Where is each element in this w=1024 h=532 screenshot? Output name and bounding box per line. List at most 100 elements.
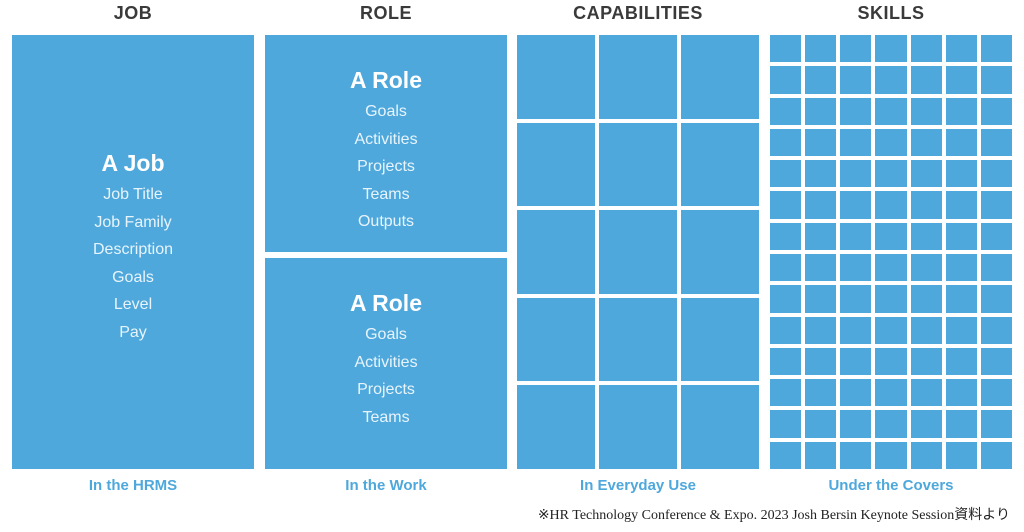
skill-cell (805, 379, 837, 407)
skill-cell (805, 222, 837, 250)
skill-cell (840, 128, 872, 157)
role-footer-label: In the Work (345, 477, 427, 494)
source-caption: ※HR Technology Conference & Expo. 2023 J… (537, 508, 1010, 523)
role-text: A Role Goals Activities Projects Teams O… (265, 66, 507, 236)
capability-cell (681, 122, 759, 207)
capability-cell (599, 210, 677, 294)
skill-cell (980, 410, 1012, 438)
capability-cell (517, 122, 595, 207)
role-panel-2: A Role Goals Activities Projects Teams (265, 258, 507, 469)
skill-cell (770, 222, 802, 250)
skill-cell (980, 35, 1012, 63)
capability-cell (517, 210, 595, 294)
skill-cell (945, 254, 977, 282)
skill-cell (910, 191, 942, 219)
skill-cell (840, 441, 872, 469)
skill-cell (875, 254, 907, 282)
skill-cell (945, 128, 977, 157)
skill-cell (840, 316, 872, 344)
capability-cell (681, 297, 759, 382)
role-text: A Role Goals Activities Projects Teams (265, 289, 507, 431)
skill-cell (805, 66, 837, 94)
role-item: Projects (357, 381, 415, 398)
capability-cell (599, 122, 677, 207)
skill-cell (910, 379, 942, 407)
job-item: Job Family (94, 213, 172, 231)
skill-cell (805, 410, 837, 438)
skill-cell (875, 35, 907, 63)
capability-cell (681, 35, 759, 119)
skill-cell (910, 441, 942, 469)
skill-cell (805, 97, 837, 125)
skill-cell (840, 160, 872, 188)
skill-cell (840, 222, 872, 250)
skill-cell (980, 97, 1012, 125)
skill-cell (840, 285, 872, 313)
skill-cell (770, 316, 802, 344)
skill-cell (945, 66, 977, 94)
header-job: JOB (113, 3, 153, 23)
job-item: Level (113, 296, 153, 313)
role-item: Activities (354, 353, 418, 371)
skill-cell (875, 191, 907, 219)
skill-cell (805, 35, 837, 63)
skill-cell (840, 35, 872, 63)
skill-cell (770, 35, 802, 63)
skill-cell (805, 160, 837, 188)
skill-cell (945, 441, 977, 469)
skill-cell (945, 222, 977, 250)
skill-cell (945, 379, 977, 407)
skill-cell (770, 347, 802, 376)
job-item: Pay (119, 323, 147, 341)
skill-cell (770, 441, 802, 469)
capability-cell (599, 385, 677, 469)
skill-cell (840, 191, 872, 219)
capability-cell (599, 35, 677, 119)
skill-cell (910, 97, 942, 125)
capability-cell (517, 385, 595, 469)
job-item: Description (92, 241, 174, 258)
skill-cell (875, 410, 907, 438)
skill-cell (980, 285, 1012, 313)
skill-cell (945, 160, 977, 188)
skill-cell (945, 35, 977, 63)
skill-cell (805, 316, 837, 344)
role-item: Activities (354, 130, 418, 148)
capability-cell (517, 35, 595, 119)
skill-cell (875, 128, 907, 157)
skill-cell (980, 66, 1012, 94)
skill-cell (770, 128, 802, 157)
skill-cell (980, 347, 1012, 376)
skill-cell (875, 160, 907, 188)
skill-cell (875, 316, 907, 344)
skill-cell (840, 379, 872, 407)
job-title: A Job (101, 150, 165, 176)
skill-cell (805, 441, 837, 469)
role-item: Goals (365, 103, 407, 120)
role-item: Teams (362, 185, 410, 203)
role-title: A Role (350, 290, 422, 316)
skill-cell (980, 191, 1012, 219)
skill-cell (980, 379, 1012, 407)
capability-cell (517, 297, 595, 382)
role-item: Projects (357, 158, 415, 175)
skill-cell (980, 254, 1012, 282)
skill-cell (980, 441, 1012, 469)
skill-cell (805, 347, 837, 376)
skill-cell (945, 316, 977, 344)
skill-cell (875, 379, 907, 407)
skill-cell (945, 191, 977, 219)
skill-cell (840, 66, 872, 94)
skill-cell (840, 410, 872, 438)
capabilities-footer-label: In Everyday Use (580, 477, 696, 494)
role-item: Outputs (357, 213, 415, 230)
job-item: Goals (112, 268, 154, 286)
skill-cell (805, 254, 837, 282)
skill-cell (910, 316, 942, 344)
skill-cell (980, 128, 1012, 157)
job-item: Job Title (103, 186, 163, 203)
skill-cell (980, 160, 1012, 188)
skill-cell (770, 66, 802, 94)
skill-cell (980, 222, 1012, 250)
skill-cell (945, 97, 977, 125)
